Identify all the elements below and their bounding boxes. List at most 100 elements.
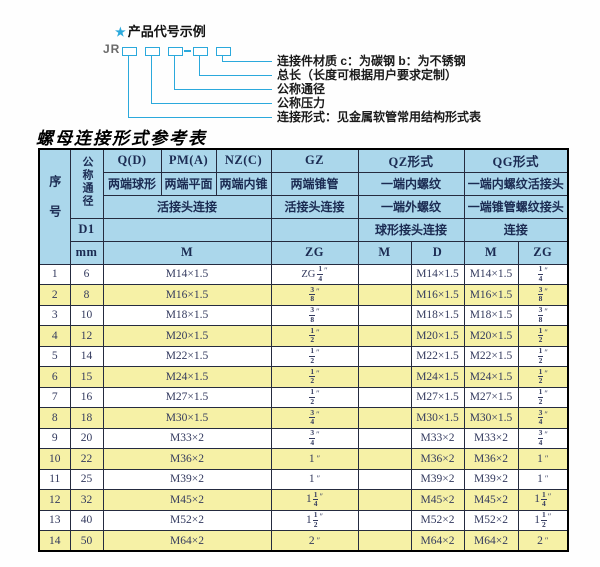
table-body: 1 6 M14×1.5 ZG 1 4 ″ M14×1.5 M14×1.5 1 4 ″ 2 8 M16×1.5…	[38, 263, 569, 552]
table-row: 4 12 M20×1.5 1 2 ″ M20×1.5 M20×1.5 1 2 ″	[38, 325, 569, 347]
header-row4-empty-gz	[270, 217, 359, 242]
connector-line	[174, 89, 272, 90]
cell-qz-d: M64×2	[410, 530, 465, 552]
cell-dn: 40	[69, 509, 104, 531]
code-box-2	[145, 47, 160, 56]
cell-qg-zg: 3 8 ″	[517, 304, 569, 326]
table-header: 序号 公称通径 Q(D) PM(A) NZ(C) GZ QZ形式 QG形式 两端…	[38, 148, 569, 265]
connector-line	[128, 117, 272, 118]
table-row: 3 10 M18×1.5 3 8 ″ M18×1.5 M18×1.5 3 8 ″	[38, 304, 569, 326]
cell-qg-zg: 1 2 ″	[517, 366, 569, 388]
table-row: 12 32 M45×2 1 1 4 ″ M45×2 M45×2 1 1 4 ″	[38, 489, 569, 511]
header-desc-q: 两端球形	[102, 171, 162, 196]
cell-qg-zg: 3 8 ″	[517, 284, 569, 306]
cell-qg-m: M24×1.5	[463, 366, 519, 388]
cell-qg-zg: 1 ″	[517, 448, 569, 470]
cell-qz-d: M14×1.5	[410, 263, 465, 285]
cell-dn: 14	[69, 345, 104, 367]
cell-seq: 5	[38, 345, 71, 367]
header-code-pm: PM(A)	[160, 148, 217, 173]
cell-gz: 3 8 ″	[270, 304, 359, 326]
cell-seq: 9	[38, 427, 71, 449]
cell-qg-zg: 2 ″	[517, 530, 569, 552]
header-desc-gz: 两端锥管	[270, 171, 359, 196]
cell-dn: 8	[69, 284, 104, 306]
nut-connection-table: 序号 公称通径 Q(D) PM(A) NZ(C) GZ QZ形式 QG形式 两端…	[38, 148, 570, 552]
header-unit-zg: ZG	[270, 240, 359, 265]
table-row: 2 8 M16×1.5 3 8 ″ M16×1.5 M16×1.5 3 8 ″	[38, 284, 569, 306]
cell-qz-m	[357, 407, 412, 429]
cell-qg-zg: 3 4 ″	[517, 407, 569, 429]
cell-qg-m: M14×1.5	[463, 263, 519, 285]
cell-qg-m: M27×1.5	[463, 386, 519, 408]
cell-qz-m	[357, 509, 412, 531]
header-desc-qg: 一端内螺纹活接头	[463, 171, 569, 196]
cell-qz-m	[357, 468, 412, 490]
header-unit-qg-zg: ZG	[517, 240, 569, 265]
cell-qz-m	[357, 530, 412, 552]
cell-qg-zg: 1 2 ″	[517, 345, 569, 367]
cell-qz-m	[357, 489, 412, 511]
cell-qg-m: M45×2	[463, 489, 519, 511]
table-row: 11 25 M39×2 1 ″ M39×2 M39×2 1 ″	[38, 468, 569, 490]
code-box-3	[168, 47, 183, 56]
cell-dn: 6	[69, 263, 104, 285]
table-row: 1 6 M14×1.5 ZG 1 4 ″ M14×1.5 M14×1.5 1 4 ″	[38, 263, 569, 285]
cell-dn: 20	[69, 427, 104, 449]
cell-gz: 1 2 ″	[270, 366, 359, 388]
header-code-qz: QZ形式	[357, 148, 465, 173]
code-dash	[184, 50, 191, 52]
header-unit-qz-d: D	[410, 240, 465, 265]
header-unit-qg-m: M	[463, 240, 519, 265]
cell-qz-d: M33×2	[410, 427, 465, 449]
connector-line	[222, 55, 223, 61]
cell-qz-d: M20×1.5	[410, 325, 465, 347]
cell-qg-zg: 3 4 ″	[517, 427, 569, 449]
cell-dn: 16	[69, 386, 104, 408]
cell-dn: 22	[69, 448, 104, 470]
table-row: 13 40 M52×2 1 1 2 ″ M52×2 M52×2 1 1 2 ″	[38, 509, 569, 531]
cell-qz-d: M22×1.5	[410, 345, 465, 367]
header-row3-union: 活接头连接	[102, 194, 272, 219]
cell-m: M39×2	[102, 468, 272, 490]
code-box-5	[216, 47, 231, 56]
cell-gz: 1 1 2 ″	[270, 509, 359, 531]
cell-qg-m: M22×1.5	[463, 345, 519, 367]
header-code-gz: GZ	[270, 148, 359, 173]
cell-qz-d: M36×2	[410, 448, 465, 470]
cell-gz: 1 2 ″	[270, 325, 359, 347]
cell-qz-d: M16×1.5	[410, 284, 465, 306]
cell-dn: 25	[69, 468, 104, 490]
cell-qg-zg: 1 1 4 ″	[517, 489, 569, 511]
cell-qz-d: M27×1.5	[410, 386, 465, 408]
cell-gz: 3 4 ″	[270, 427, 359, 449]
cell-gz: 1 ″	[270, 448, 359, 470]
table-title: 螺母连接形式参考表	[36, 129, 207, 149]
cell-m: M16×1.5	[102, 284, 272, 306]
cell-qz-m	[357, 345, 412, 367]
cell-qz-m	[357, 304, 412, 326]
cell-gz: 2 ″	[270, 530, 359, 552]
cell-gz: 1 2 ″	[270, 345, 359, 367]
cell-qz-d: M52×2	[410, 509, 465, 531]
header-code-qg: QG形式	[463, 148, 569, 173]
cell-qg-zg: 1 4 ″	[517, 263, 569, 285]
product-code-heading-text: 产品代号示例	[127, 24, 206, 39]
cell-seq: 13	[38, 509, 71, 531]
connector-line	[199, 55, 200, 75]
cell-m: M22×1.5	[102, 345, 272, 367]
header-row3-qz: 一端外螺纹	[357, 194, 465, 219]
cell-m: M45×2	[102, 489, 272, 511]
cell-dn: 15	[69, 366, 104, 388]
cell-gz: 1 ″	[270, 468, 359, 490]
cell-qg-zg: 1 1 2 ″	[517, 509, 569, 531]
cell-gz: ZG 1 4 ″	[270, 263, 359, 285]
table-row: 8 18 M30×1.5 3 4 ″ M30×1.5 M30×1.5 3 4 ″	[38, 407, 569, 429]
table-row: 10 22 M36×2 1 ″ M36×2 M36×2 1 ″	[38, 448, 569, 470]
header-row3-gz: 活接头连接	[270, 194, 359, 219]
cell-dn: 32	[69, 489, 104, 511]
cell-m: M14×1.5	[102, 263, 272, 285]
cell-m: M27×1.5	[102, 386, 272, 408]
cell-seq: 2	[38, 284, 71, 306]
